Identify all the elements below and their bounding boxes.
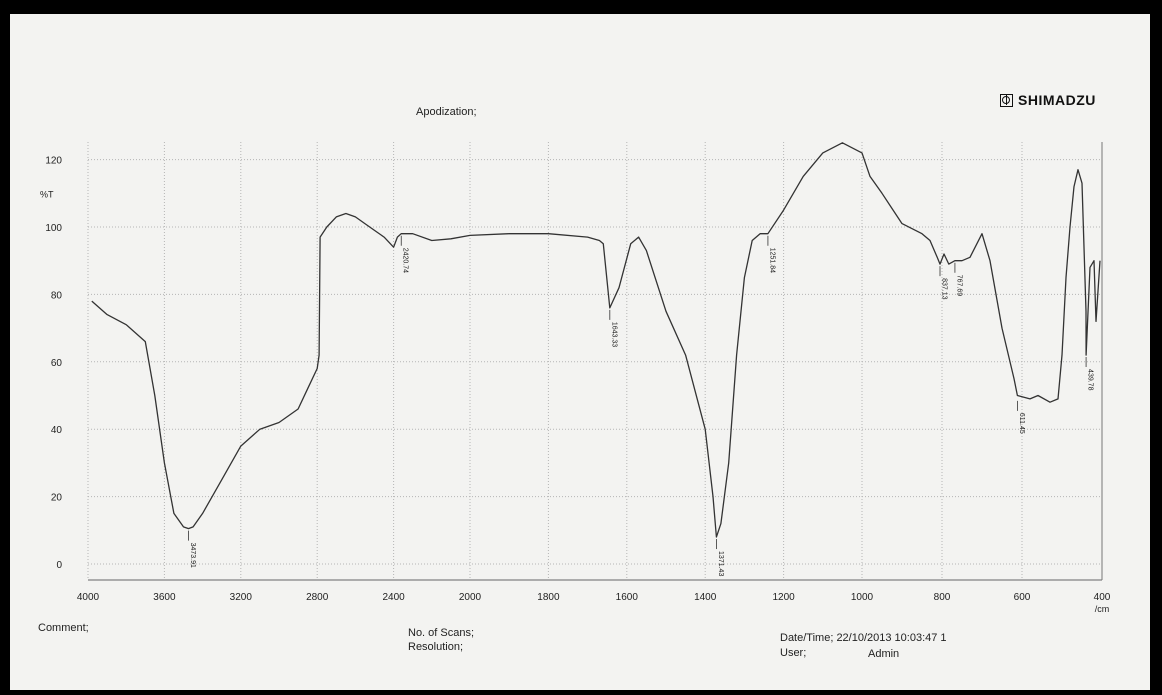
x-axis-label: /cm xyxy=(1095,604,1110,614)
x-tick-label: 1400 xyxy=(694,592,717,603)
peak-label: 3473.91 xyxy=(189,543,196,568)
peak-label: 1371.43 xyxy=(717,551,724,576)
y-tick-label: 80 xyxy=(51,290,63,301)
datetime-label: Date/Time; 22/10/2013 10:03:47 1 xyxy=(780,632,947,644)
brand-logo: SHIMADZU xyxy=(1000,92,1096,108)
x-tick-label: 1600 xyxy=(616,592,639,603)
y-axis-label: %T xyxy=(40,189,54,199)
peak-label: 611.45 xyxy=(1018,413,1025,434)
comment-label: Comment; xyxy=(38,622,89,634)
peak-label: 1643.33 xyxy=(610,322,617,347)
ir-spectrum-chart: 0 20 40 60 80 100 120 %T 4000 3600 3200 2800 2400 200… xyxy=(40,142,1111,614)
resolution-label: Resolution; xyxy=(408,641,464,653)
x-tick-label: 3200 xyxy=(230,592,253,603)
x-tick-label: 400 xyxy=(1094,592,1111,603)
x-tick-label: 2400 xyxy=(382,592,405,603)
x-tick-label: 2000 xyxy=(459,592,482,603)
x-tick-label: 1000 xyxy=(851,592,874,603)
peak-label: 2420.74 xyxy=(402,248,409,273)
y-tick-label: 40 xyxy=(51,425,63,436)
x-tick-label: 2800 xyxy=(306,592,329,603)
apodization-label: Apodization; xyxy=(416,106,477,118)
y-tick-label: 120 xyxy=(45,156,62,167)
x-tick-label: 1800 xyxy=(537,592,560,603)
y-tick-label: 60 xyxy=(51,358,63,369)
y-tick-label: 100 xyxy=(45,223,62,234)
user-value: Admin xyxy=(868,648,900,660)
y-tick-label: 20 xyxy=(51,493,63,504)
peak-label: 767.69 xyxy=(955,275,962,297)
peak-label: 837.13 xyxy=(941,278,948,300)
x-tick-label: 3600 xyxy=(153,592,176,603)
y-tick-label: 0 xyxy=(56,560,62,571)
x-tick-label: 1200 xyxy=(772,592,795,603)
x-tick-label: 600 xyxy=(1014,592,1031,603)
spectrum-line xyxy=(91,142,1101,538)
x-tick-label: 4000 xyxy=(77,592,100,603)
brand-name: SHIMADZU xyxy=(1018,92,1096,108)
shimadzu-logo-icon xyxy=(1000,93,1013,107)
scans-label: No. of Scans; xyxy=(408,627,475,639)
spectrum-printout: 0 20 40 60 80 100 120 %T 4000 3600 3200 2800 2400 200… xyxy=(10,14,1150,690)
user-label: User; xyxy=(780,647,807,659)
peak-label: 439.78 xyxy=(1087,369,1094,391)
peak-label: 1251.84 xyxy=(768,248,775,273)
x-tick-label: 800 xyxy=(934,592,951,603)
